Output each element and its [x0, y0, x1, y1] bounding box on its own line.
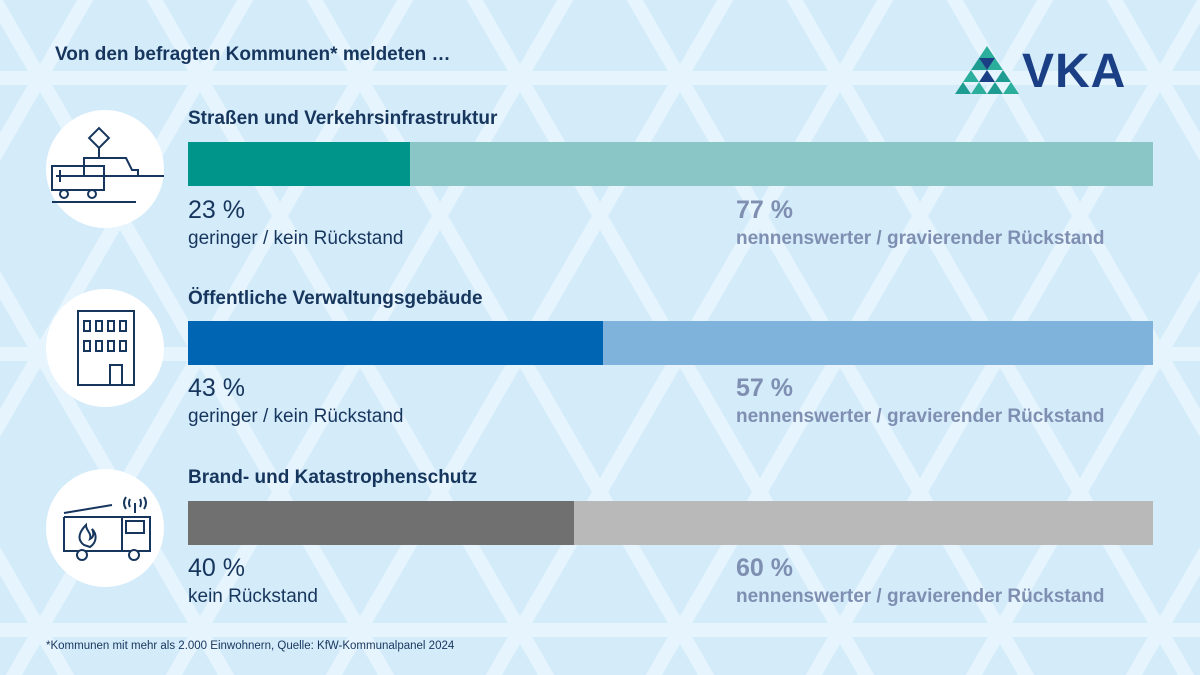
bar-segment-3a: [188, 501, 574, 545]
vka-logo-mark: [955, 46, 1019, 94]
value-label-3a: 40 %: [188, 554, 245, 582]
bar-segment-2a: [188, 321, 603, 365]
value-label-2a: 43 %: [188, 374, 245, 402]
office-building-icon: [46, 289, 164, 407]
bar-row-2: [188, 321, 1153, 365]
bar-segment-2b: [602, 321, 1153, 365]
vka-logo-text: VKA: [1022, 45, 1127, 98]
chart-headline: Von den befragten Kommunen* meldeten …: [55, 44, 451, 65]
bar-segment-1b: [409, 142, 1153, 186]
value-label-1a: 23 %: [188, 196, 245, 224]
category-title-3: Brand- und Katastrophenschutz: [188, 467, 478, 488]
tram-bus-icon: [46, 110, 164, 228]
category-title-1: Straßen und Verkehrsinfrastruktur: [188, 108, 498, 129]
fire-truck-icon: [46, 469, 164, 587]
bar-segment-1a: [188, 142, 410, 186]
bar-row-1: [188, 142, 1153, 186]
category-title-2: Öffentliche Verwaltungsgebäude: [188, 288, 483, 309]
series-label-2a: geringer / kein Rückstand: [188, 406, 404, 427]
value-label-3b: 60 %: [736, 554, 793, 582]
series-label-3b: nennenswerter / gravierender Rückstand: [736, 586, 1105, 607]
series-label-1b: nennenswerter / gravierender Rückstand: [736, 228, 1105, 249]
footnote: *Kommunen mit mehr als 2.000 Einwohnern,…: [46, 640, 455, 652]
series-label-2b: nennenswerter / gravierender Rückstand: [736, 406, 1105, 427]
series-label-3a: kein Rückstand: [188, 586, 318, 607]
bar-row-3: [188, 501, 1153, 545]
value-label-1b: 77 %: [736, 196, 793, 224]
series-label-1a: geringer / kein Rückstand: [188, 228, 404, 249]
bar-segment-3b: [574, 501, 1153, 545]
value-label-2b: 57 %: [736, 374, 793, 402]
